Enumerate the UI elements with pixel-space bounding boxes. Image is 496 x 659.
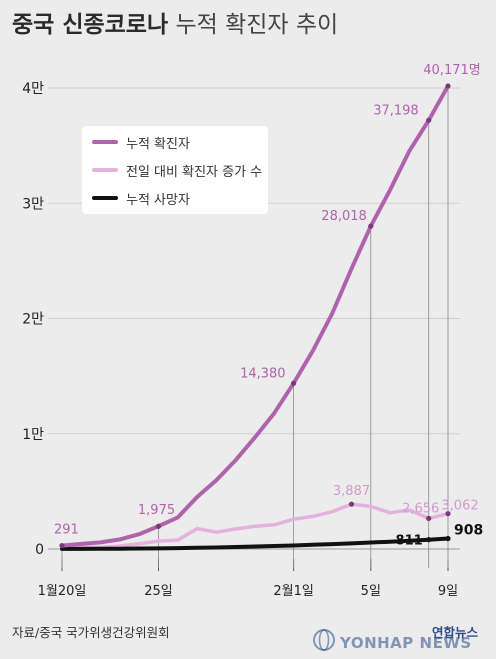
data-point-marker (426, 537, 432, 543)
label-layer: 0 1만 2만 3만 4만 1월20일 25일 2월1일 5일 9일 291 1,975 14,380 2… (22, 63, 483, 599)
series-line-0 (60, 84, 450, 548)
legend: 누적 확진자 전일 대비 확진자 증가 수 누적 사망자 (82, 126, 268, 214)
data-label: 28,018 (321, 209, 367, 224)
y-tick-label: 3만 (22, 196, 44, 212)
data-label: 14,380 (240, 366, 286, 381)
y-tick-label: 0 (35, 542, 44, 558)
series-layer (59, 83, 451, 551)
data-label: 40,171명 (423, 63, 480, 78)
x-tick-label: 1월20일 (38, 584, 87, 599)
title-bold: 중국 신종코로나 (12, 12, 169, 38)
data-label: 3,062 (441, 499, 478, 514)
x-tick-label: 5일 (361, 584, 381, 599)
data-point-marker (445, 535, 451, 542)
legend-swatch-cumulative-cases (92, 140, 118, 144)
x-tick-label: 2월1일 (273, 584, 313, 599)
legend-label: 누적 사망자 (126, 192, 190, 208)
data-point-marker (426, 117, 432, 123)
legend-item-cumulative-cases: 누적 확진자 (92, 132, 190, 152)
logo-text-korean: 연합뉴스 (432, 625, 479, 640)
logo-text-english: YONHAP NEWS (340, 634, 472, 652)
legend-swatch-daily-increase (92, 168, 118, 172)
yonhap-globe-icon (313, 629, 335, 651)
chart-title: 중국 신종코로나 누적 확진자 추이 (12, 8, 338, 42)
data-point-marker (445, 83, 451, 89)
data-label: 291 (54, 523, 79, 538)
title-light: 누적 확진자 추이 (175, 12, 339, 38)
data-label: 3,887 (333, 484, 370, 499)
source-note: 자료/중국 국가위생건강위원회 (12, 625, 170, 640)
data-point-marker (368, 223, 374, 229)
legend-item-daily-increase: 전일 대비 확진자 증가 수 (92, 160, 262, 180)
data-point-marker (59, 543, 65, 549)
series-line-1 (60, 502, 450, 550)
legend-item-cumulative-deaths: 누적 사망자 (92, 188, 190, 208)
data-point-marker (291, 380, 297, 386)
data-point-marker (445, 511, 451, 517)
legend-swatch-cumulative-deaths (92, 196, 118, 200)
data-label: 2,656 (402, 501, 439, 516)
data-label: 1,975 (138, 503, 175, 518)
x-tick-label: 25일 (144, 584, 173, 599)
data-label: 37,198 (373, 103, 419, 118)
data-point-marker (426, 515, 432, 521)
y-tick-label: 4만 (22, 81, 44, 97)
data-point-marker (348, 501, 355, 507)
series-line-2 (60, 536, 450, 551)
data-label: 908 (454, 523, 483, 539)
legend-label: 누적 확진자 (126, 136, 190, 152)
y-tick-label: 2만 (22, 312, 44, 328)
data-point-marker (155, 523, 162, 529)
y-tick-label: 1만 (22, 427, 44, 443)
legend-label: 전일 대비 확진자 증가 수 (126, 164, 263, 180)
yonhap-logo: 연합뉴스 YONHAP NEWS (312, 622, 492, 656)
data-label: 811 (396, 534, 423, 549)
x-tick-label: 9일 (438, 584, 458, 599)
